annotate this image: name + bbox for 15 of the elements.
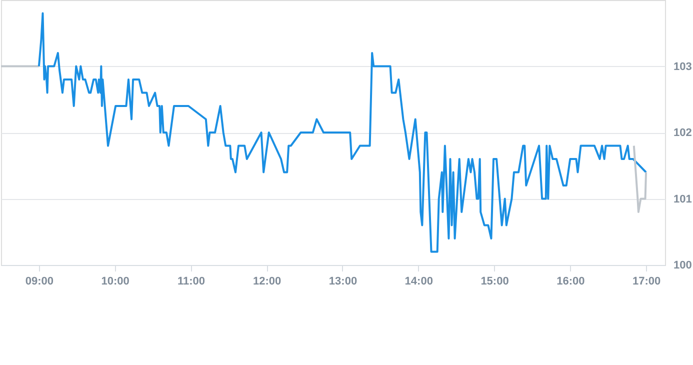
x-tick-label: 17:00	[632, 276, 661, 288]
y-tick-label: 101	[674, 193, 692, 206]
line-series	[38, 12, 648, 253]
y-tick-label: 100	[674, 260, 692, 272]
x-tick-label: 16:00	[556, 276, 585, 288]
x-tick-label: 12:00	[253, 276, 282, 288]
x-tick-label: 10:00	[101, 276, 130, 288]
x-tick-label: 13:00	[328, 276, 358, 288]
x-tick-label: 11:00	[177, 276, 205, 288]
x-tick-label: 14:00	[404, 276, 433, 288]
x-tick-label: 09:00	[25, 276, 54, 288]
y-tick-label: 103	[674, 60, 692, 73]
x-tick-label: 15:00	[480, 276, 509, 288]
y-tick-label: 102	[674, 127, 692, 139]
line-series	[632, 144, 648, 213]
